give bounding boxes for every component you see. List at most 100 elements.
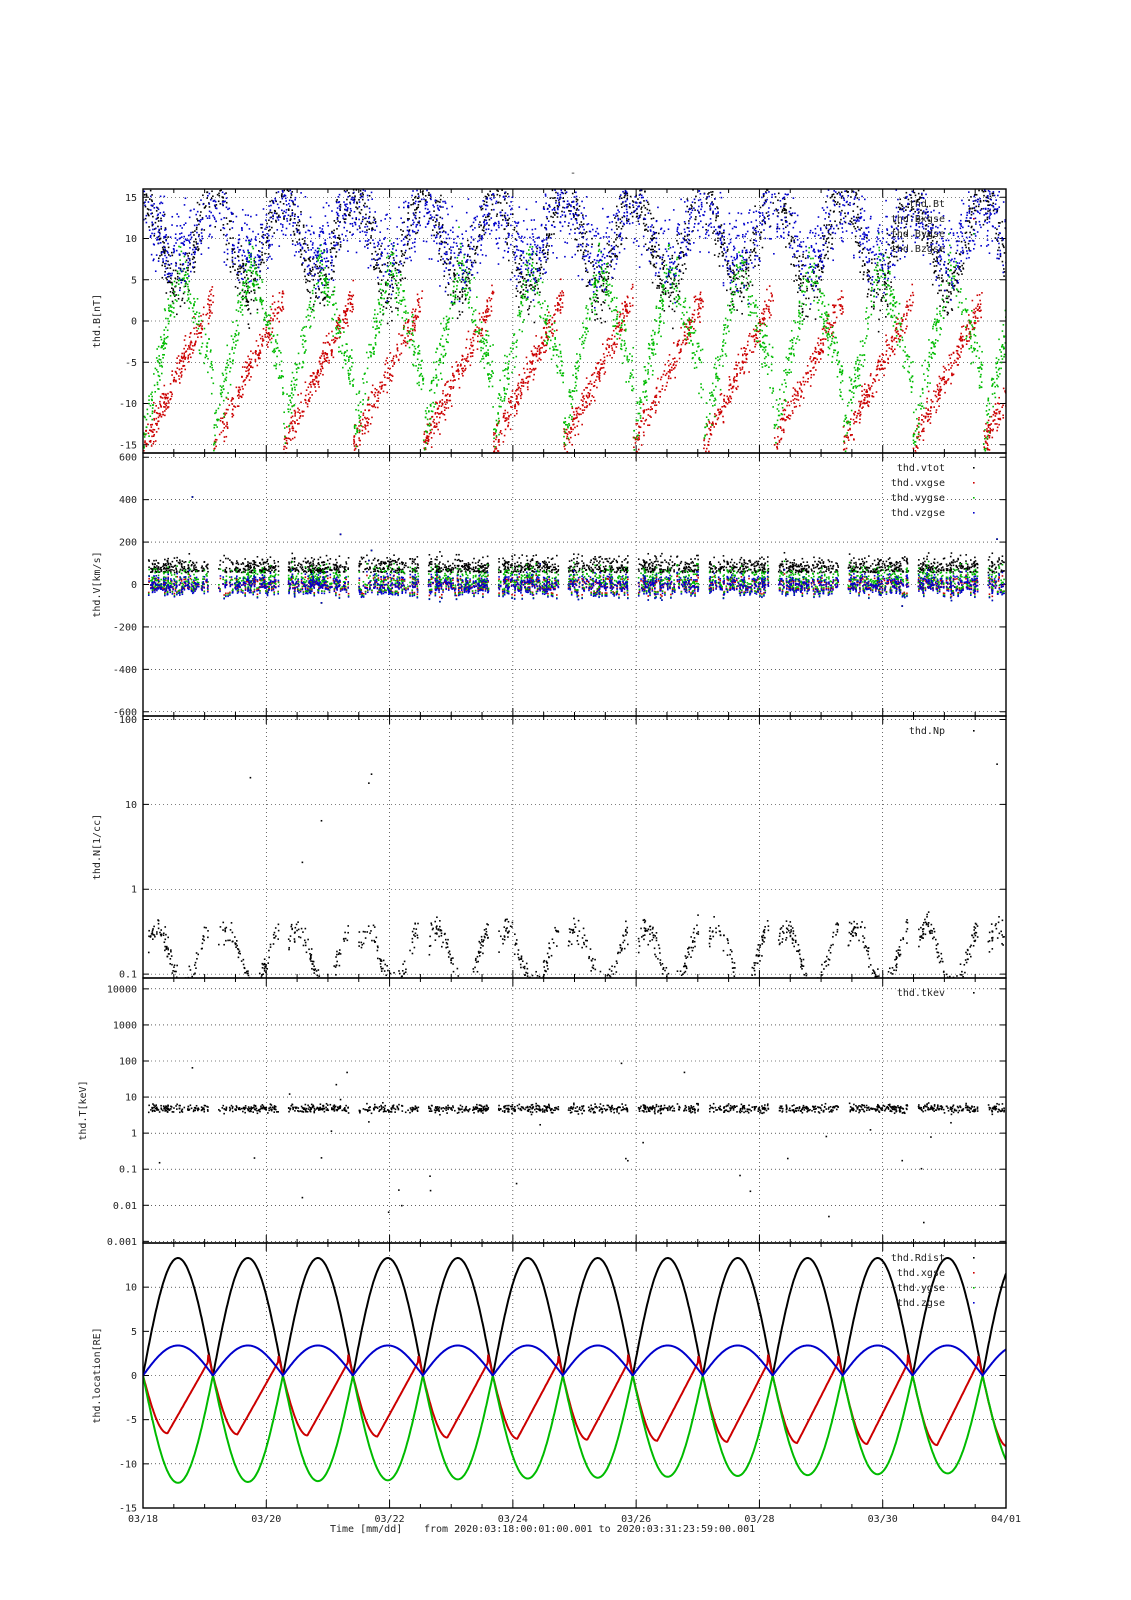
data-point (649, 212, 652, 215)
data-point (605, 286, 608, 288)
data-point (763, 310, 766, 313)
data-point (607, 275, 610, 278)
data-point (424, 194, 427, 197)
data-point (389, 286, 391, 288)
data-point (623, 329, 626, 331)
data-point (374, 218, 376, 220)
data-point (610, 260, 613, 262)
data-point (208, 206, 211, 208)
data-point (504, 417, 507, 420)
data-point (173, 380, 175, 383)
data-point (472, 339, 475, 342)
data-point (765, 189, 768, 191)
data-point (391, 319, 393, 322)
data-point (441, 224, 444, 226)
data-point (865, 237, 868, 239)
data-point (152, 435, 155, 437)
data-point (414, 329, 416, 332)
data-point (802, 275, 805, 278)
data-point (546, 253, 549, 256)
data-point (743, 347, 746, 349)
data-point (583, 389, 585, 391)
data-point (315, 296, 317, 299)
data-point (154, 440, 157, 442)
data-point (214, 226, 217, 228)
data-point (650, 416, 652, 418)
data-point (694, 201, 696, 204)
data-point (348, 192, 350, 194)
data-point (388, 293, 390, 296)
data-point (785, 226, 787, 229)
data-point (484, 321, 487, 324)
data-point (895, 326, 898, 329)
data-point (552, 212, 555, 215)
data-point (705, 450, 707, 453)
data-point (488, 215, 490, 218)
data-point (199, 324, 202, 327)
data-point (707, 440, 710, 443)
data-point (657, 244, 660, 246)
data-point (184, 358, 186, 360)
data-point (163, 406, 165, 408)
data-point (294, 213, 296, 216)
data-point (713, 426, 715, 428)
data-point (189, 342, 192, 344)
data-point (732, 269, 734, 272)
data-point (693, 318, 696, 321)
data-point (420, 297, 423, 300)
data-point (289, 218, 292, 220)
data-point (802, 303, 805, 305)
data-point (519, 257, 521, 260)
data-point (644, 229, 646, 231)
data-point (165, 408, 167, 410)
data-point (235, 386, 238, 389)
data-point (686, 336, 689, 338)
data-point (304, 381, 307, 384)
data-point (188, 289, 190, 292)
data-point (800, 384, 803, 386)
data-point (193, 271, 196, 273)
data-point (895, 246, 898, 249)
data-point (551, 328, 554, 331)
data-point (764, 222, 767, 225)
data-point (341, 327, 344, 329)
data-point (435, 218, 438, 220)
data-point (802, 281, 804, 284)
data-point (164, 406, 166, 408)
data-point (536, 247, 539, 250)
data-point (858, 251, 861, 254)
data-point (962, 267, 965, 270)
data-point (324, 284, 326, 287)
data-point (829, 196, 832, 199)
data-point (504, 412, 506, 415)
data-point (600, 275, 602, 277)
data-point (507, 421, 510, 424)
data-point (827, 257, 829, 260)
data-point (623, 205, 626, 208)
data-point (620, 227, 623, 230)
data-point (606, 343, 609, 346)
data-point (729, 267, 731, 269)
data-point (817, 337, 820, 340)
data-point (389, 379, 392, 381)
data-point (339, 209, 341, 212)
data-point (184, 344, 187, 347)
data-point (662, 373, 665, 376)
data-point (503, 414, 505, 417)
data-point (299, 412, 301, 414)
data-point (360, 222, 362, 225)
data-point (226, 423, 228, 426)
data-point (788, 222, 791, 225)
data-point (777, 199, 779, 202)
data-point (618, 324, 621, 326)
data-point (669, 363, 672, 365)
data-point (525, 356, 528, 359)
data-point (844, 212, 846, 215)
data-point (547, 326, 550, 328)
data-point (385, 282, 387, 285)
data-point (358, 198, 360, 201)
data-point (948, 354, 951, 357)
data-point (389, 367, 391, 370)
data-point (780, 438, 782, 441)
data-point (519, 390, 522, 392)
